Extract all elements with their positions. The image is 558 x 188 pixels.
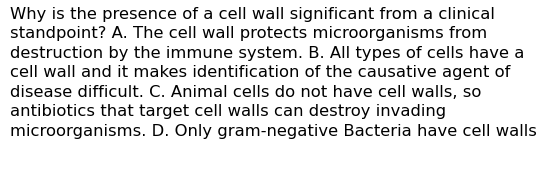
Text: Why is the presence of a cell wall significant from a clinical
standpoint? A. Th: Why is the presence of a cell wall signi…	[10, 7, 537, 139]
